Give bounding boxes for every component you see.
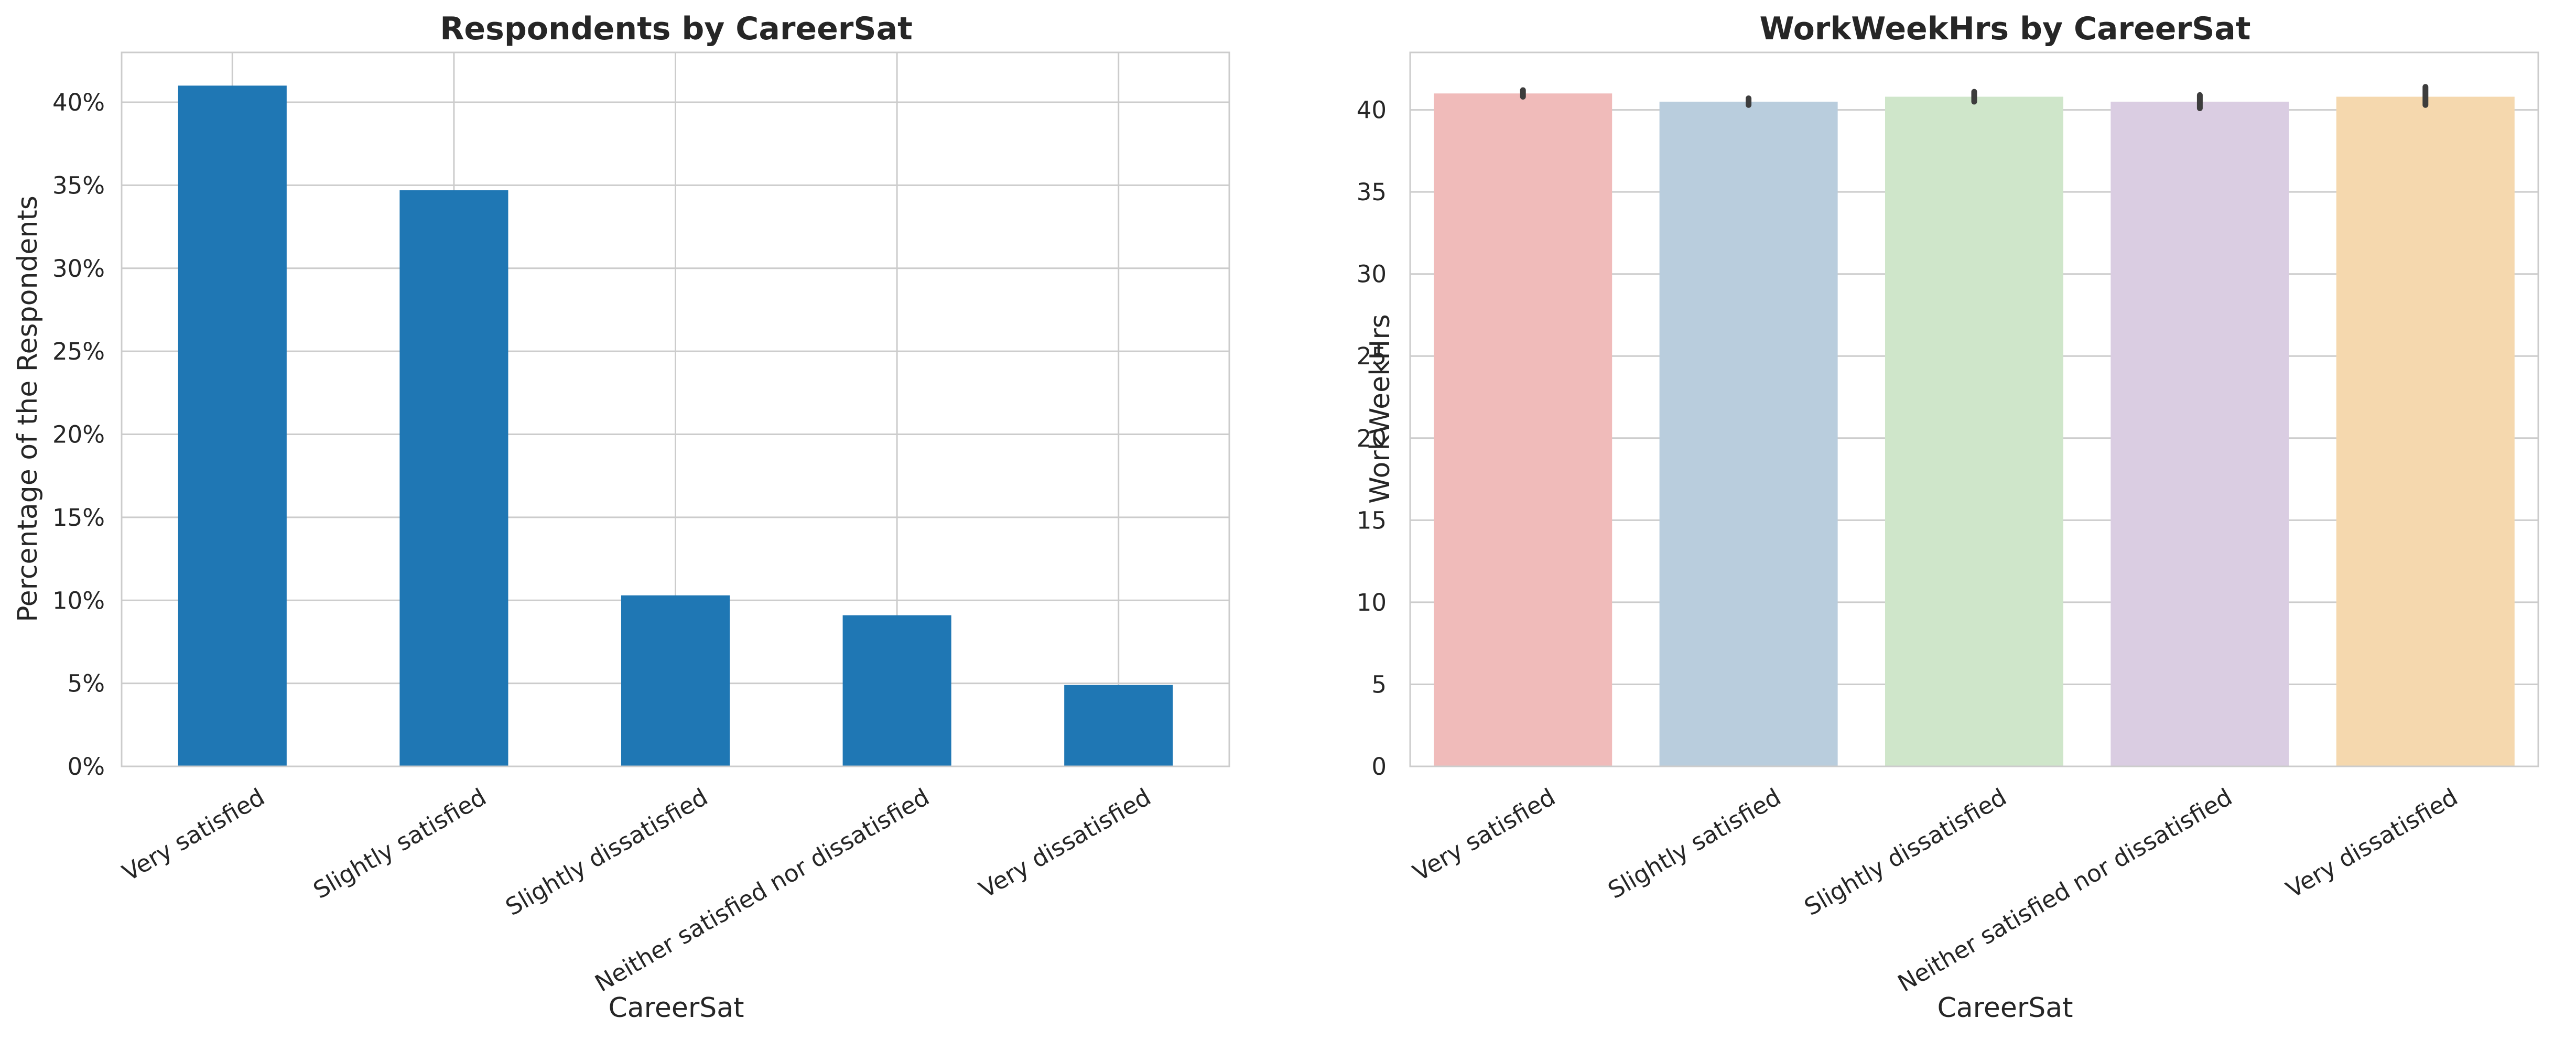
bar xyxy=(842,615,951,766)
y-tick-label: 5 xyxy=(1371,670,1387,698)
bar xyxy=(1659,101,1838,766)
y-tick-label: 10 xyxy=(1357,589,1387,616)
chart-title: Respondents by CareerSat xyxy=(440,10,913,47)
x-axis-label: CareerSat xyxy=(608,992,744,1024)
y-tick-label: 35 xyxy=(1357,178,1387,206)
bar xyxy=(2336,96,2515,766)
y-tick-label: 30% xyxy=(52,255,105,283)
y-tick-label: 15% xyxy=(52,504,105,532)
chart-title: WorkWeekHrs by CareerSat xyxy=(1760,10,2251,47)
y-tick-label: 15 xyxy=(1357,506,1387,534)
y-tick-label: 10% xyxy=(52,587,105,614)
y-tick-label: 40 xyxy=(1357,96,1387,124)
bar xyxy=(1064,685,1173,766)
bars xyxy=(178,85,1173,766)
y-tick-labels: 0 5 10 15 20 25 30 35 40 xyxy=(1357,96,1387,781)
bar xyxy=(399,190,508,766)
y-axis-label: Percentage of the Respondents xyxy=(12,196,44,622)
y-tick-label: 40% xyxy=(52,89,105,116)
y-tick-label: 25 xyxy=(1357,342,1387,370)
y-tick-labels: 0% 5% 10% 15% 20% 25% 30% 35% 40% xyxy=(52,89,105,781)
plot-frame xyxy=(1409,51,2539,767)
y-axis-label: WorkWeekHrs xyxy=(1365,314,1396,504)
bar xyxy=(178,85,287,766)
y-tick-label: 25% xyxy=(52,338,105,365)
bar xyxy=(1885,96,2064,766)
y-tick-label: 0 xyxy=(1371,753,1387,781)
x-axis-label: CareerSat xyxy=(1937,992,2073,1024)
y-tick-label: 0% xyxy=(68,753,105,781)
y-tick-label: 35% xyxy=(52,171,105,199)
y-tick-label: 20% xyxy=(52,421,105,449)
bar xyxy=(2110,101,2289,766)
bar xyxy=(1434,93,1612,766)
plot-frame xyxy=(121,51,1230,767)
y-tick-label: 20 xyxy=(1357,425,1387,452)
bars xyxy=(1434,93,2515,766)
y-tick-label: 5% xyxy=(68,670,105,698)
y-tick-label: 30 xyxy=(1357,261,1387,288)
bar xyxy=(621,595,730,766)
error-bars xyxy=(1520,84,2429,111)
